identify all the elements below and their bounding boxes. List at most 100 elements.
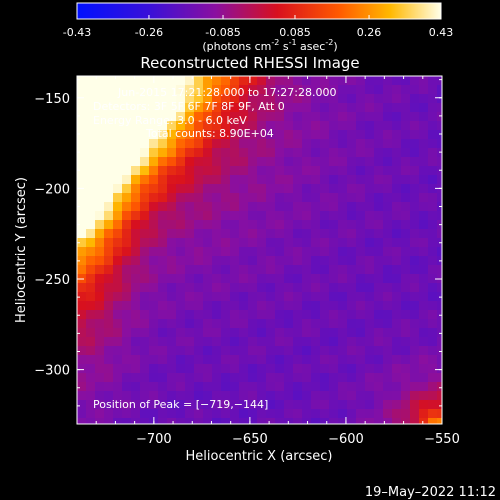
heatmap-cell: [140, 247, 150, 257]
heatmap-cell: [113, 256, 123, 266]
heatmap-cell: [293, 166, 303, 176]
heatmap-cell: [311, 130, 321, 140]
heatmap-cell: [329, 166, 339, 176]
heatmap-cell: [392, 211, 402, 221]
heatmap-cell: [311, 418, 321, 424]
heatmap-cell: [428, 130, 438, 140]
heatmap-cell: [374, 157, 384, 167]
heatmap-cell: [383, 76, 393, 86]
heatmap-cell: [374, 103, 384, 113]
heatmap-cell: [266, 346, 276, 356]
heatmap-cell: [302, 256, 312, 266]
heatmap-cell: [248, 103, 258, 113]
heatmap-cell: [437, 319, 442, 329]
heatmap-cell: [365, 337, 375, 347]
heatmap-cell: [338, 418, 348, 424]
heatmap-cell: [194, 166, 204, 176]
heatmap-cell: [86, 112, 96, 122]
heatmap-cell: [383, 202, 393, 212]
heatmap-cell: [374, 94, 384, 104]
heatmap-cell: [239, 139, 249, 149]
heatmap-cell: [149, 382, 159, 392]
heatmap-cell: [212, 103, 222, 113]
heatmap-cell: [203, 310, 213, 320]
heatmap-cell: [374, 373, 384, 383]
heatmap-cell: [320, 409, 330, 419]
heatmap-cell: [338, 76, 348, 86]
heatmap-cell: [122, 184, 132, 194]
heatmap-cell: [383, 292, 393, 302]
heatmap-cell: [212, 274, 222, 284]
heatmap-cell: [392, 346, 402, 356]
heatmap-cell: [131, 265, 141, 275]
heatmap-cell: [158, 157, 168, 167]
heatmap-cell: [266, 193, 276, 203]
heatmap-cell: [392, 310, 402, 320]
heatmap-cell: [347, 355, 357, 365]
heatmap-cell: [257, 328, 267, 338]
heatmap-cell: [419, 247, 429, 257]
heatmap-cell: [176, 373, 186, 383]
heatmap-cell: [122, 382, 132, 392]
heatmap-cell: [383, 211, 393, 221]
heatmap-cell: [356, 202, 366, 212]
heatmap-cell: [149, 85, 159, 95]
heatmap-cell: [131, 319, 141, 329]
heatmap-cell: [248, 148, 258, 158]
heatmap-cell: [95, 157, 105, 167]
heatmap-cell: [203, 193, 213, 203]
heatmap-cell: [347, 409, 357, 419]
heatmap-cell: [293, 346, 303, 356]
heatmap-cell: [275, 247, 285, 257]
heatmap-cell: [266, 76, 276, 86]
heatmap-cell: [311, 157, 321, 167]
heatmap-cell: [275, 112, 285, 122]
heatmap-cell: [149, 193, 159, 203]
heatmap-cell: [239, 148, 249, 158]
heatmap-cell: [302, 265, 312, 275]
heatmap-cell: [257, 148, 267, 158]
heatmap-cell: [374, 337, 384, 347]
heatmap-cell: [419, 139, 429, 149]
heatmap-cell: [419, 319, 429, 329]
heatmap-cell: [239, 355, 249, 365]
heatmap-cell: [284, 193, 294, 203]
heatmap-cell: [158, 418, 168, 424]
heatmap-cell: [392, 139, 402, 149]
heatmap-cell: [221, 121, 231, 131]
heatmap-cell: [365, 310, 375, 320]
heatmap-cell: [158, 391, 168, 401]
heatmap-cell: [356, 229, 366, 239]
heatmap-cell: [338, 274, 348, 284]
heatmap-cell: [392, 112, 402, 122]
heatmap-cell: [329, 373, 339, 383]
heatmap-cell: [428, 148, 438, 158]
heatmap-cell: [401, 148, 411, 158]
heatmap-cell: [293, 202, 303, 212]
heatmap-cell: [131, 211, 141, 221]
heatmap-cell: [428, 175, 438, 185]
heatmap-cell: [374, 121, 384, 131]
heatmap-cell: [140, 121, 150, 131]
heatmap-cell: [383, 130, 393, 140]
heatmap-cell: [140, 328, 150, 338]
heatmap-cell: [428, 292, 438, 302]
heatmap-cell: [428, 328, 438, 338]
heatmap-cell: [320, 292, 330, 302]
heatmap-cell: [113, 166, 123, 176]
heatmap-cell: [302, 283, 312, 293]
heatmap-cell: [122, 355, 132, 365]
heatmap-cell: [194, 292, 204, 302]
heatmap-cell: [203, 112, 213, 122]
heatmap-cell: [329, 337, 339, 347]
heatmap-cell: [212, 400, 222, 410]
heatmap-cell: [230, 193, 240, 203]
heatmap-cell: [401, 355, 411, 365]
heatmap-cell: [374, 193, 384, 203]
heatmap-cell: [410, 310, 420, 320]
heatmap-cell: [149, 229, 159, 239]
heatmap-cell: [302, 301, 312, 311]
heatmap-cell: [383, 319, 393, 329]
heatmap-cell: [275, 193, 285, 203]
heatmap-cell: [203, 283, 213, 293]
